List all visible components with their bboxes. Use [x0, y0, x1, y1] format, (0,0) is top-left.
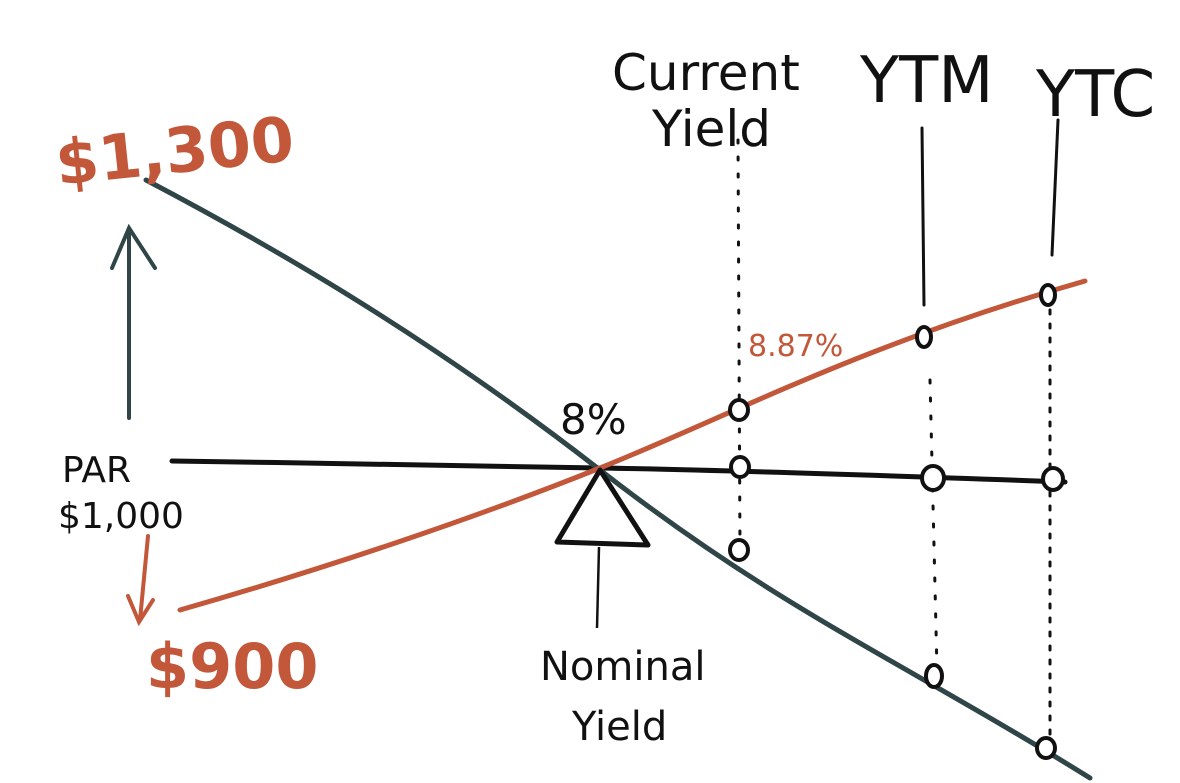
nominal-yield-label-line1: Nominal	[540, 644, 705, 690]
current-yield-marker-par	[729, 455, 751, 479]
ytm-guide-solid	[920, 126, 926, 307]
current-yield-label-line2: Yield	[651, 100, 771, 158]
ytc-guide-solid	[1050, 118, 1060, 257]
fulcrum-triangle	[554, 467, 651, 548]
par-value-label: $1,000	[58, 496, 184, 537]
discount-bond-line	[177, 278, 1088, 613]
ytc-label: YTC	[1035, 58, 1155, 132]
up-arrow-icon	[110, 223, 157, 420]
current-yield-marker-red	[728, 398, 750, 422]
ytm-guide-dotted	[928, 378, 939, 672]
ytm-marker-par	[920, 464, 946, 492]
ytc-marker-dark	[1035, 736, 1057, 760]
ytc-marker-red	[1039, 283, 1057, 307]
ytm-marker-red	[915, 325, 933, 349]
current-yield-guide	[736, 138, 742, 552]
par-label: PAR	[62, 450, 131, 491]
nominal-pct-label: 8%	[560, 395, 627, 444]
current-yield-label-line1: Current	[612, 44, 800, 102]
down-arrow-icon	[126, 534, 155, 627]
ytm-label: YTM	[859, 44, 993, 118]
nominal-yield-label-line2: Yield	[571, 704, 667, 750]
current-pct-label: 8.87%	[748, 329, 843, 364]
ytm-marker-dark	[924, 663, 944, 689]
ytc-marker-par	[1041, 466, 1065, 492]
nominal-pointer-line	[595, 546, 601, 629]
price-low-label: $900	[146, 630, 319, 703]
current-yield-marker-dark	[728, 538, 750, 562]
price-high-label: $1,300	[52, 102, 298, 200]
